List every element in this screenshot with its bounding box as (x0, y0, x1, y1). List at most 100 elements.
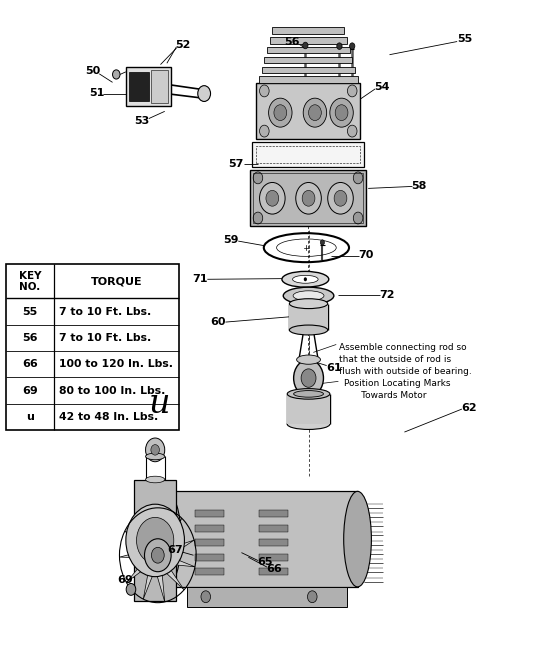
Circle shape (294, 360, 324, 397)
Bar (270, 37, 347, 44)
Text: 53: 53 (134, 115, 150, 125)
Circle shape (137, 517, 174, 564)
Text: 56: 56 (22, 333, 38, 343)
Text: 55: 55 (22, 306, 37, 317)
Ellipse shape (293, 275, 318, 283)
Bar (272, 27, 344, 34)
Polygon shape (120, 550, 145, 558)
Circle shape (308, 591, 317, 603)
Bar (252, 142, 364, 167)
Text: u: u (148, 388, 170, 420)
Circle shape (354, 172, 363, 183)
Ellipse shape (287, 389, 330, 399)
Circle shape (335, 105, 348, 121)
Bar (256, 83, 360, 139)
Circle shape (260, 85, 269, 97)
Text: 57: 57 (229, 159, 244, 169)
Circle shape (303, 98, 327, 127)
Bar (264, 57, 352, 63)
Circle shape (146, 438, 164, 462)
Circle shape (337, 43, 342, 49)
Circle shape (350, 43, 355, 49)
Circle shape (304, 277, 307, 281)
Bar (259, 554, 288, 560)
Text: 72: 72 (380, 290, 395, 300)
Text: Assemble connecting rod so
that the outside of rod is
flush with outside of bear: Assemble connecting rod so that the outs… (339, 343, 472, 376)
Bar (152, 70, 168, 103)
Circle shape (126, 583, 136, 595)
Text: 51: 51 (89, 88, 104, 98)
Polygon shape (125, 531, 149, 548)
Text: 62: 62 (461, 403, 477, 412)
Text: 67: 67 (167, 545, 183, 555)
Text: 58: 58 (412, 182, 427, 191)
Text: 42 to 48 In. Lbs.: 42 to 48 In. Lbs. (59, 412, 159, 422)
Bar (195, 525, 224, 531)
Polygon shape (143, 568, 154, 599)
Text: 7 to 10 Ft. Lbs.: 7 to 10 Ft. Lbs. (59, 306, 152, 317)
Bar (259, 525, 288, 531)
Text: Position Locating Marks
      Towards Motor: Position Locating Marks Towards Motor (344, 379, 451, 400)
Text: KEY
NO.: KEY NO. (19, 271, 41, 292)
Circle shape (354, 212, 363, 224)
Ellipse shape (296, 355, 320, 364)
Bar (195, 568, 224, 575)
Bar (195, 554, 224, 560)
Bar (262, 67, 355, 73)
Polygon shape (169, 557, 195, 567)
Text: TORQUE: TORQUE (91, 277, 143, 286)
Bar (253, 174, 364, 222)
Ellipse shape (283, 287, 334, 304)
Text: 54: 54 (374, 82, 390, 92)
Bar (259, 77, 358, 83)
Bar (129, 72, 150, 101)
Ellipse shape (289, 325, 328, 335)
Circle shape (309, 105, 321, 121)
Circle shape (266, 190, 279, 206)
Ellipse shape (287, 419, 330, 430)
Bar (267, 47, 350, 53)
Ellipse shape (146, 477, 164, 483)
Circle shape (296, 182, 321, 214)
Circle shape (274, 105, 287, 121)
Bar (195, 510, 224, 517)
Bar (195, 539, 224, 546)
Bar (289, 304, 328, 330)
Bar (287, 394, 330, 424)
Text: 55: 55 (458, 34, 473, 44)
Polygon shape (163, 566, 184, 590)
Circle shape (320, 240, 325, 245)
Polygon shape (156, 571, 165, 602)
Circle shape (198, 86, 210, 102)
Bar (134, 480, 176, 601)
Text: 69: 69 (22, 385, 38, 395)
Circle shape (151, 445, 160, 455)
Circle shape (334, 190, 347, 206)
Circle shape (253, 212, 263, 224)
Ellipse shape (146, 453, 164, 460)
Text: 56: 56 (284, 36, 299, 46)
Polygon shape (127, 560, 148, 582)
Circle shape (302, 190, 315, 206)
Text: 65: 65 (257, 558, 273, 568)
Circle shape (348, 125, 357, 137)
Polygon shape (170, 540, 194, 555)
Text: 50: 50 (85, 66, 100, 76)
Circle shape (260, 125, 269, 137)
Bar (259, 568, 288, 575)
Circle shape (113, 70, 120, 79)
Text: 7 to 10 Ft. Lbs.: 7 to 10 Ft. Lbs. (59, 333, 152, 343)
Ellipse shape (293, 291, 324, 301)
Ellipse shape (282, 271, 329, 287)
Circle shape (201, 591, 210, 603)
Text: 80 to 100 In. Lbs.: 80 to 100 In. Lbs. (59, 385, 166, 395)
Text: 60: 60 (210, 317, 226, 327)
Bar (166, 491, 358, 587)
Ellipse shape (151, 491, 181, 587)
Circle shape (126, 504, 184, 577)
Circle shape (152, 547, 164, 563)
Text: 100 to 120 In. Lbs.: 100 to 120 In. Lbs. (59, 359, 173, 369)
Bar (259, 510, 288, 517)
Text: u: u (26, 412, 34, 422)
Circle shape (328, 182, 354, 214)
